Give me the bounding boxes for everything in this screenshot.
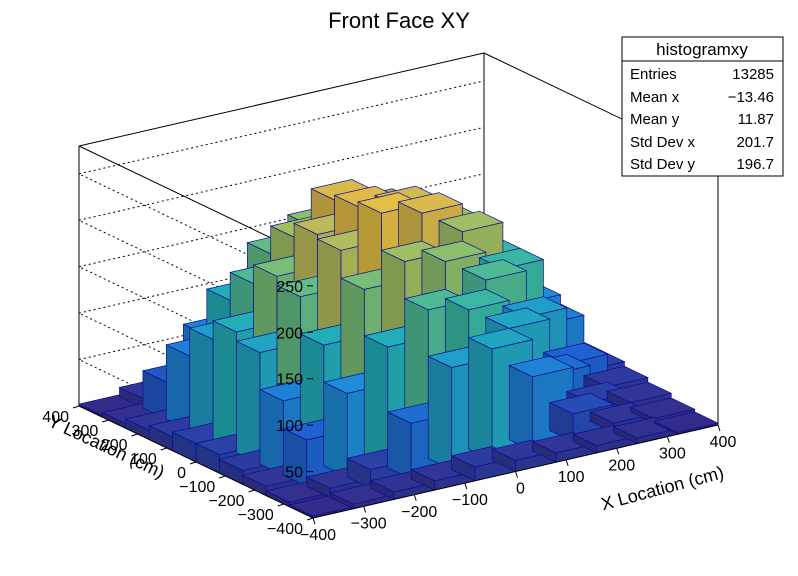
bar-face-left: [508, 364, 533, 452]
bar-face-top: [444, 288, 511, 311]
y-tick-label: 0: [177, 465, 186, 482]
y-tick-mark: [160, 447, 167, 451]
back-edge-top: [78, 52, 485, 147]
z-tick-label: 200: [276, 325, 303, 342]
stats-box-border: [621, 36, 784, 177]
bar-face-left: [323, 381, 348, 478]
bar-face-left: [468, 337, 493, 461]
stats-value-std-x: 201.7: [736, 134, 774, 151]
grid-line-left-z100: [78, 312, 314, 426]
x-tick-label: 400: [710, 434, 737, 451]
stats-label-entries: Entries: [630, 66, 677, 83]
bars-group: [77, 179, 720, 519]
x-tick-mark: [363, 506, 367, 513]
y-tick-mark: [277, 503, 284, 507]
x-tick-label: 0: [516, 481, 525, 498]
grid-line-back-z250: [78, 80, 485, 175]
bar-face-top: [629, 397, 696, 419]
x-tick-mark: [515, 471, 518, 478]
bar-face-top: [461, 259, 528, 281]
y-tick-mark: [72, 405, 80, 409]
bar-face-left: [212, 320, 237, 454]
y-tick-mark: [102, 419, 109, 423]
bar-face-left: [387, 411, 412, 480]
stats-label-std-x: Std Dev x: [630, 134, 696, 151]
grid-line-left-z150: [78, 266, 314, 380]
x-tick-label: 300: [659, 446, 686, 463]
bar-face-left: [236, 340, 261, 465]
bar-face-top: [508, 355, 575, 378]
y-tick-label: 200: [101, 437, 128, 454]
bar-face-top: [437, 210, 504, 233]
y-tick-mark: [189, 461, 197, 465]
bar-face-top: [420, 240, 487, 262]
x-tick-label: 100: [558, 469, 585, 486]
y-tick-label: −300: [238, 507, 274, 524]
y-tick-label: −400: [267, 521, 303, 538]
grid-line-left-z250: [78, 173, 314, 287]
x-tick-mark: [565, 459, 569, 467]
y-tick-label: 300: [72, 423, 99, 440]
bar-face-top: [653, 411, 720, 433]
y-tick-mark: [219, 475, 226, 479]
x-tick-label: −300: [351, 515, 387, 532]
stats-value-entries: 13285: [732, 66, 774, 83]
bar-face-left: [363, 335, 389, 469]
stats-value-std-y: 196.7: [736, 156, 774, 173]
x-tick-label: 200: [608, 457, 635, 474]
stats-value-mean-x: −13.46: [728, 89, 774, 106]
y-tick-label: 100: [130, 451, 157, 468]
stats-box: histogramxy Entries 13285 Mean x −13.46 …: [621, 36, 784, 177]
x-tick-mark: [413, 494, 417, 501]
bar-face-top: [467, 328, 534, 350]
grid-line-back-z200: [78, 126, 485, 221]
bar-face-top: [606, 381, 673, 403]
x-tick-mark: [717, 424, 721, 432]
z-tick-label: 150: [276, 372, 303, 389]
y-tick-mark: [306, 517, 314, 521]
z-tick-label: 100: [276, 418, 303, 435]
x-tick-mark: [464, 482, 468, 490]
z-tick-label: 250: [276, 279, 303, 296]
tick-labels: −400−300−200−1000100200300400−400−300−20…: [42, 279, 736, 544]
chart-title: Front Face XY: [328, 8, 470, 33]
y-tick-label: −200: [208, 493, 244, 510]
x-tick-label: −200: [401, 504, 437, 521]
bar-face-top: [548, 392, 615, 415]
stats-label-std-y: Std Dev y: [630, 156, 696, 173]
grid-line-left-z50: [78, 359, 314, 473]
x-tick-mark: [616, 448, 620, 455]
x-tick-mark: [666, 436, 670, 443]
bar-face-top: [484, 307, 551, 329]
y-tick-label: −100: [179, 479, 215, 496]
x-tick-label: −100: [452, 492, 488, 509]
bar-face-top: [582, 365, 649, 388]
stats-value-mean-y: 11.87: [738, 111, 774, 128]
y-tick-label: 400: [42, 409, 69, 426]
stats-label-mean-y: Mean y: [630, 111, 680, 128]
z-tick-label: 50: [285, 465, 303, 482]
stats-title: histogramxy: [656, 40, 748, 59]
stats-label-mean-x: Mean x: [630, 89, 680, 106]
grid-line-left-z200: [78, 219, 314, 333]
bar-face-top: [397, 192, 464, 214]
y-tick-mark: [248, 489, 255, 493]
bar-face-left: [427, 355, 452, 471]
x-tick-label: −400: [300, 527, 336, 544]
x-tick-mark: [312, 517, 316, 525]
y-tick-mark: [131, 433, 138, 437]
